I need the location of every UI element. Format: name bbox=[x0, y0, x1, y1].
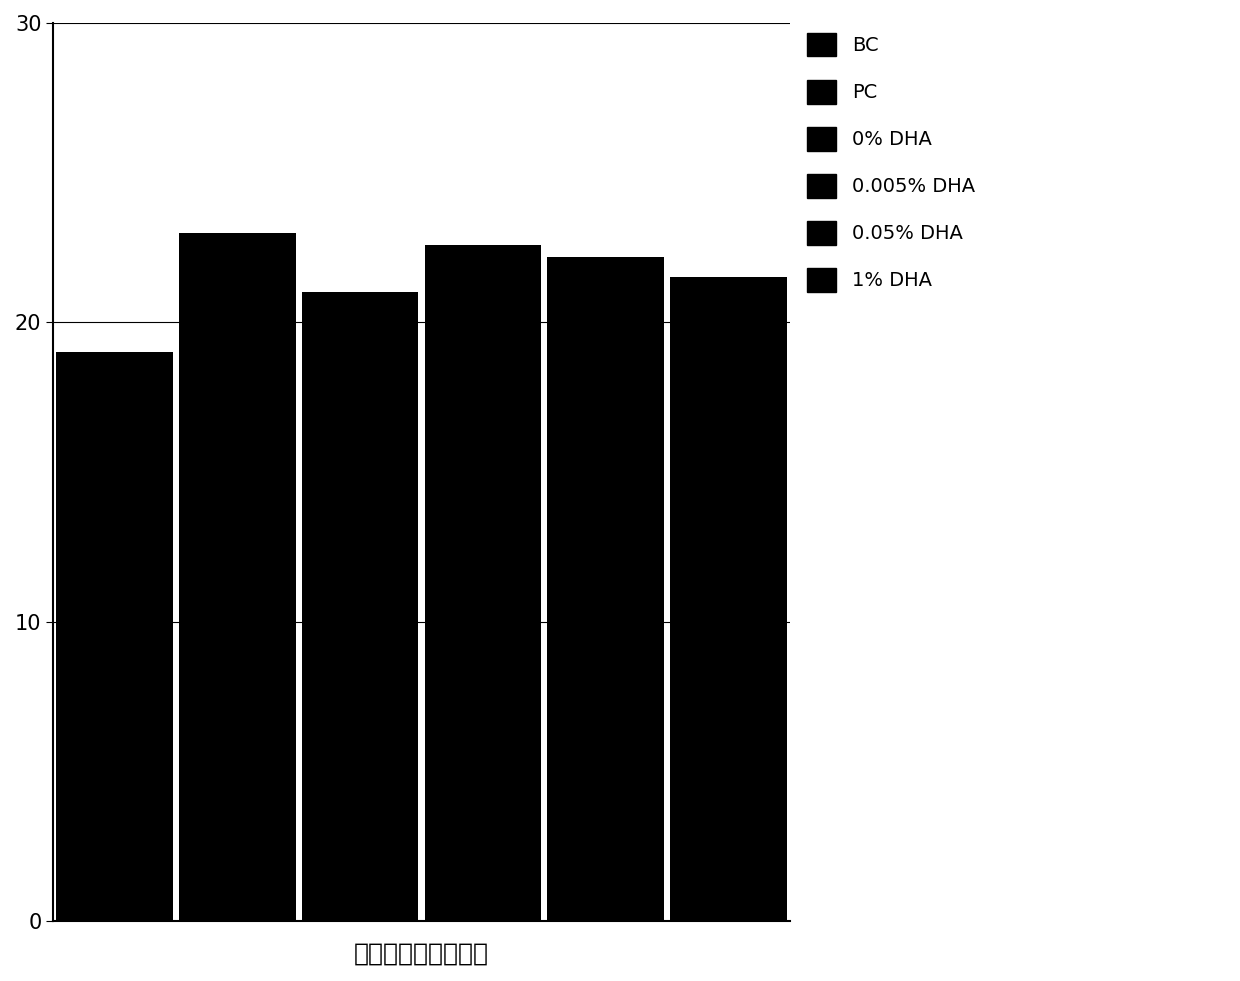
Bar bbox=[424, 244, 541, 921]
Bar bbox=[179, 232, 296, 921]
Bar bbox=[670, 278, 786, 921]
Bar bbox=[56, 352, 174, 921]
Legend: BC, PC, 0% DHA, 0.005% DHA, 0.05% DHA, 1% DHA: BC, PC, 0% DHA, 0.005% DHA, 0.05% DHA, 1… bbox=[807, 32, 975, 291]
Bar bbox=[301, 292, 418, 921]
Bar bbox=[547, 256, 663, 921]
X-axis label: 脂肪酸平均碳链长度: 脂肪酸平均碳链长度 bbox=[355, 942, 489, 966]
